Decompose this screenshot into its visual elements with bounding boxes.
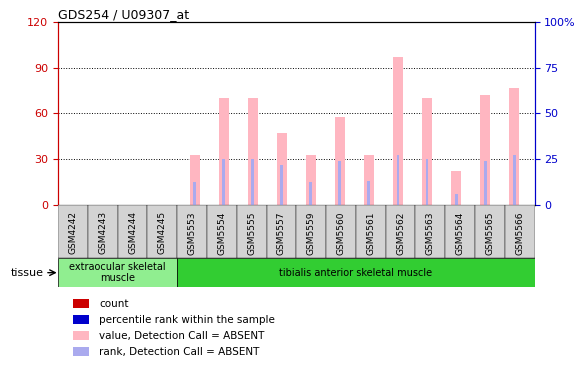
Bar: [223, 159, 225, 205]
Text: GSM5553: GSM5553: [188, 211, 196, 255]
Bar: [248, 98, 258, 205]
Bar: [368, 180, 371, 205]
Bar: [193, 182, 196, 205]
Bar: [505, 205, 535, 258]
Bar: [207, 205, 237, 258]
Text: GDS254 / U09307_at: GDS254 / U09307_at: [58, 8, 189, 21]
Bar: [88, 205, 117, 258]
Bar: [356, 205, 386, 258]
Bar: [177, 258, 535, 287]
Bar: [483, 161, 487, 205]
Bar: [425, 159, 428, 205]
Bar: [237, 205, 267, 258]
Bar: [73, 315, 89, 324]
Bar: [73, 331, 89, 340]
Bar: [415, 205, 445, 258]
Text: GSM5554: GSM5554: [217, 211, 227, 255]
Bar: [267, 205, 296, 258]
Text: GSM5565: GSM5565: [485, 211, 494, 255]
Bar: [310, 182, 313, 205]
Bar: [509, 87, 519, 205]
Text: value, Detection Call = ABSENT: value, Detection Call = ABSENT: [99, 331, 264, 341]
Bar: [58, 258, 177, 287]
Bar: [454, 194, 458, 205]
Bar: [58, 205, 88, 258]
Bar: [513, 155, 516, 205]
Bar: [148, 205, 177, 258]
Text: count: count: [99, 299, 128, 309]
Bar: [218, 98, 229, 205]
Text: GSM4242: GSM4242: [69, 211, 77, 254]
Text: tibialis anterior skeletal muscle: tibialis anterior skeletal muscle: [279, 268, 432, 278]
Text: GSM5564: GSM5564: [456, 211, 465, 255]
Text: GSM4244: GSM4244: [128, 211, 137, 254]
Bar: [280, 165, 283, 205]
Bar: [335, 116, 345, 205]
Text: GSM5557: GSM5557: [277, 211, 286, 255]
Bar: [364, 155, 374, 205]
Bar: [73, 347, 89, 356]
Text: GSM5562: GSM5562: [396, 211, 405, 255]
Bar: [117, 205, 148, 258]
Bar: [73, 299, 89, 308]
Text: GSM5555: GSM5555: [247, 211, 256, 255]
Text: percentile rank within the sample: percentile rank within the sample: [99, 315, 275, 325]
Text: GSM5560: GSM5560: [336, 211, 346, 255]
Bar: [451, 171, 461, 205]
Text: GSM4243: GSM4243: [98, 211, 107, 254]
Text: GSM5563: GSM5563: [426, 211, 435, 255]
Bar: [475, 205, 505, 258]
Bar: [396, 155, 399, 205]
Text: GSM5559: GSM5559: [307, 211, 315, 255]
Bar: [189, 155, 200, 205]
Text: GSM5561: GSM5561: [366, 211, 375, 255]
Text: rank, Detection Call = ABSENT: rank, Detection Call = ABSENT: [99, 347, 259, 357]
Bar: [277, 133, 287, 205]
Text: GSM5566: GSM5566: [515, 211, 524, 255]
Bar: [445, 205, 475, 258]
Bar: [306, 155, 316, 205]
Bar: [251, 159, 254, 205]
Text: tissue: tissue: [10, 268, 44, 278]
Text: extraocular skeletal
muscle: extraocular skeletal muscle: [69, 262, 166, 284]
Bar: [393, 57, 403, 205]
Bar: [480, 95, 490, 205]
Bar: [177, 205, 207, 258]
Bar: [326, 205, 356, 258]
Bar: [386, 205, 415, 258]
Bar: [422, 98, 432, 205]
Text: GSM4245: GSM4245: [158, 211, 167, 254]
Bar: [296, 205, 326, 258]
Bar: [338, 161, 342, 205]
